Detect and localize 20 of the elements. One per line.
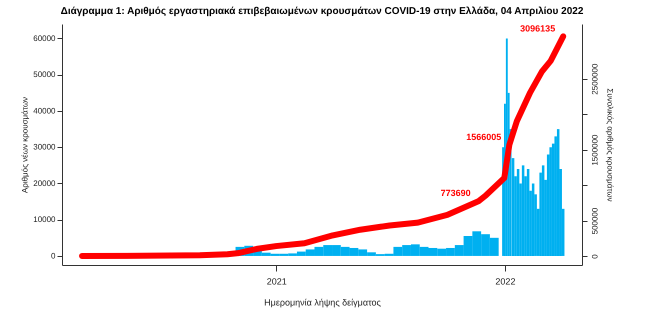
chart-title: Διάγραμμα 1: Αριθμός εργαστηριακά επιβεβαιωμένων κρουσμάτων COVID-19 στην Ελλάδα, 04 Απριλίου 2022 bbox=[60, 6, 584, 17]
data-label: 1566005 bbox=[466, 132, 502, 142]
y-tick-label: 10000 bbox=[33, 215, 56, 224]
x-tick-label: 2021 bbox=[266, 276, 287, 286]
y2-tick-label: 500000 bbox=[590, 207, 600, 234]
y-tick-label: 50000 bbox=[33, 70, 56, 80]
y-tick-label: 30000 bbox=[33, 142, 56, 152]
y2-axis-title: Συνολικός αριθμός κρουσμάτων bbox=[606, 88, 614, 202]
x-axis-title: Ημερομηνία λήψης δείγματος bbox=[264, 298, 382, 308]
x-tick-label: 2022 bbox=[495, 276, 516, 286]
y2-tick-label: 1500000 bbox=[590, 134, 600, 166]
y-axis-title: Αριθμός νέων κρουσμάτων bbox=[20, 96, 30, 194]
y2-tick-label: 2500000 bbox=[590, 63, 600, 95]
y-tick-label: 60000 bbox=[33, 34, 56, 43]
data-label: 3096135 bbox=[520, 23, 556, 34]
y-tick-label: 40000 bbox=[33, 106, 56, 116]
y-tick-label: 20000 bbox=[33, 178, 56, 188]
data-label: 773690 bbox=[440, 188, 471, 198]
y-tick-label: 0 bbox=[51, 251, 56, 260]
y2-tick-label: 0 bbox=[590, 254, 600, 259]
